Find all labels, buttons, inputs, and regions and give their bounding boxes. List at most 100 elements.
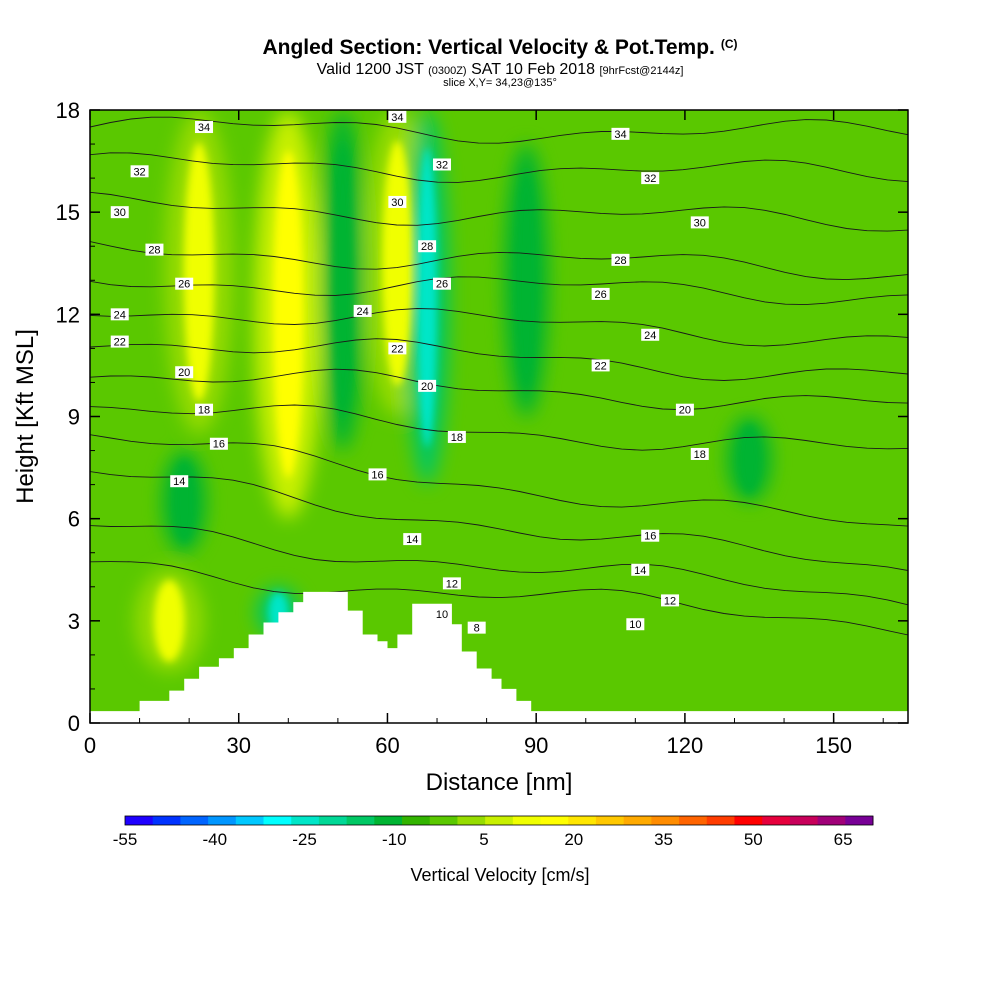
contour-label: 32 <box>133 166 145 178</box>
x-tick-label: 120 <box>667 733 704 758</box>
contour-label-box <box>690 216 709 229</box>
contour-label: 34 <box>614 129 626 141</box>
colorbar-tick-label: -40 <box>202 830 227 849</box>
contour-label-box <box>432 608 451 621</box>
title-tag: (C) <box>720 37 738 51</box>
contour-label: 30 <box>114 207 126 219</box>
updraft-core-1 <box>183 142 215 402</box>
contour-label: 30 <box>391 197 403 209</box>
slice-info: slice X,Y= 34,23@135° <box>443 77 557 89</box>
colorbar-swatch <box>152 816 181 825</box>
contour-label-box <box>388 110 407 123</box>
valid-prefix: Valid 1200 JST <box>316 61 424 78</box>
colorbar-swatch <box>291 816 320 825</box>
valid-forecast: [9hrFcst@2144z] <box>599 65 684 77</box>
contour-label-box <box>591 359 610 372</box>
contour-label-box <box>388 342 407 355</box>
y-tick-label: 12 <box>56 302 80 327</box>
contour-label: 34 <box>198 122 210 134</box>
contour-label-box <box>467 621 486 634</box>
downdraft-core-5 <box>332 144 353 417</box>
contour-label: 12 <box>664 595 676 607</box>
velocity-field <box>90 110 908 723</box>
isentrope-14 <box>90 471 908 571</box>
colorbar-swatch <box>512 816 542 825</box>
y-tick-label: 9 <box>68 405 80 430</box>
contour-labels: 34 34 34 32 32 32 30 30 30 28 28 28 26 26 26 24 24 24 22 22… <box>110 110 709 635</box>
contour-label: 18 <box>451 432 463 444</box>
isentrope-10 <box>90 561 908 636</box>
contour-label-box <box>195 403 214 416</box>
colorbar-swatch <box>651 816 680 825</box>
contour-label-box <box>388 195 407 208</box>
contour-label: 14 <box>634 565 646 577</box>
contour-label-box <box>368 468 387 481</box>
colorbar-frame <box>124 815 874 826</box>
contour-label: 26 <box>436 279 448 291</box>
y-tick-label: 0 <box>68 711 80 736</box>
contour-label-box <box>641 529 660 542</box>
contour-label: 20 <box>421 381 433 393</box>
contour-label: 24 <box>357 306 369 318</box>
isentrope-22 <box>90 338 908 381</box>
contour-label-box <box>175 366 194 379</box>
colorbar-swatch <box>845 816 874 825</box>
chart-title-text: Angled Section: Vertical Velocity & Pot.… <box>262 36 715 59</box>
downdraft-core-4 <box>417 147 438 448</box>
x-tick-label: 150 <box>815 733 852 758</box>
isentrope-20 <box>90 368 908 411</box>
colorbar-swatch <box>429 816 458 825</box>
colorbar-swatch <box>125 816 154 825</box>
contour-label-box <box>690 447 709 460</box>
contour-label-box <box>110 308 129 321</box>
colorbar-swatch <box>263 816 292 825</box>
colorbar: -55 -40 -25 -10 5 20 35 50 65 Vertical Velocity [… <box>113 815 874 885</box>
colorbar-tick-label: 5 <box>479 830 488 849</box>
contour-label-box <box>611 253 630 266</box>
isentrope-34 <box>90 116 908 144</box>
colorbar-tick-label: 65 <box>834 830 853 849</box>
isentrope-32 <box>90 152 908 183</box>
contour-label-box <box>145 243 164 256</box>
contour-label: 16 <box>644 531 656 543</box>
contour-label-box <box>626 618 645 631</box>
contour-label-box <box>175 277 194 290</box>
contour-label: 16 <box>371 469 383 481</box>
contour-label: 22 <box>391 343 403 355</box>
colorbar-swatch <box>623 816 652 825</box>
contour-label: 30 <box>694 217 706 229</box>
x-tick-label: 30 <box>226 733 250 758</box>
colorbar-tick-label: 50 <box>744 830 763 849</box>
contour-label-box <box>631 563 650 576</box>
colorbar-swatch <box>402 816 431 825</box>
contour-label-box <box>209 437 228 450</box>
colorbar-swatch <box>706 816 735 825</box>
y-tick-label: 15 <box>56 200 80 225</box>
contour-label-box <box>641 172 660 185</box>
colorbar-swatch <box>540 816 569 825</box>
colorbar-tick-label: -10 <box>382 830 407 849</box>
valid-time-line: Valid 1200 JST (0300Z) SAT 10 Feb 2018 [… <box>0 61 1000 79</box>
colorbar-swatch <box>817 816 846 825</box>
contour-label: 14 <box>406 534 418 546</box>
terrain-mask <box>90 591 908 723</box>
contour-label-box <box>403 533 422 546</box>
contour-label: 20 <box>679 405 691 417</box>
contour-label: 26 <box>178 279 190 291</box>
colorbar-swatch <box>318 816 348 825</box>
contour-label: 10 <box>629 619 641 631</box>
colorbar-swatch <box>595 816 625 825</box>
isentrope-24 <box>90 308 908 347</box>
chart-title: Angled Section: Vertical Velocity & Pot.… <box>0 36 1000 60</box>
isentrope-26 <box>90 276 908 306</box>
contour-label: 32 <box>436 159 448 171</box>
colorbar-swatch <box>180 816 209 825</box>
contour-label: 10 <box>436 609 448 621</box>
colorbar-swatch <box>346 816 375 825</box>
colorbar-swatch <box>734 816 763 825</box>
axes: 0 30 60 90 120 150 0 3 6 9 12 15 18 Distance [nm] Heig… <box>12 98 908 796</box>
isentrope-28 <box>90 241 908 281</box>
contour-label-box <box>432 277 451 290</box>
x-tick-label: 60 <box>375 733 399 758</box>
